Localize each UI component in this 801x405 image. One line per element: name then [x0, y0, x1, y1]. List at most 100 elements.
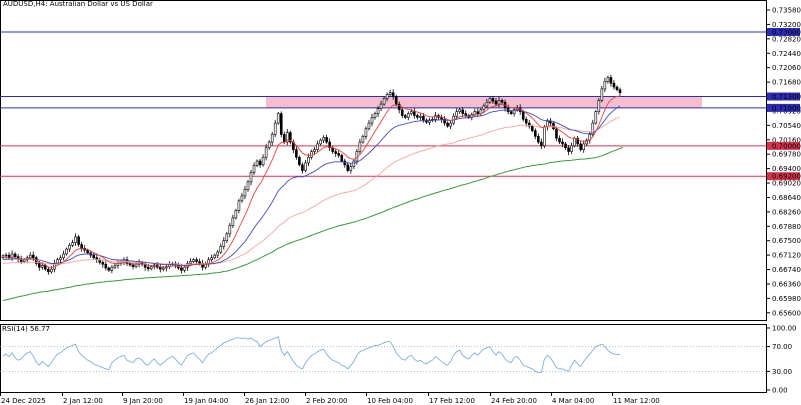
candle-body: [316, 143, 319, 150]
candle-body: [385, 94, 389, 99]
level-tag: [767, 103, 800, 112]
candle-body: [340, 155, 344, 162]
candle-body: [352, 160, 356, 168]
candle-body: [276, 113, 280, 124]
candle-body: [68, 244, 71, 250]
candle-body: [264, 147, 268, 158]
y-tick-label: 0.72440: [772, 50, 801, 58]
level-tag: [767, 92, 800, 101]
level-label: 0.69200: [772, 173, 801, 181]
y-tick-label: 0.70160: [772, 136, 801, 144]
x-tick-label: 24 Feb 20:00: [491, 397, 537, 405]
candle-body: [279, 113, 283, 135]
x-tick-label: 19 Jan 04:00: [184, 397, 228, 405]
candle-body: [416, 115, 419, 118]
ema-long-line: [2, 146, 624, 302]
x-tick-label: 2 Feb 20:00: [306, 397, 347, 405]
level-tag: [767, 28, 800, 37]
candle-body: [261, 156, 265, 166]
level-tag: [767, 141, 800, 150]
price-panel-frame: [0, 0, 767, 321]
candle-body: [71, 242, 74, 246]
candle-body: [355, 151, 359, 162]
candle-body: [146, 266, 150, 270]
candle-body: [286, 132, 289, 143]
candle-body: [497, 100, 501, 105]
candle-body: [307, 156, 310, 164]
candle-body: [343, 160, 347, 166]
candle-body: [530, 125, 534, 131]
candle-body: [322, 137, 325, 141]
chart-title: AUDUSD,H4: Australian Dollar vs US Dolla…: [3, 0, 153, 8]
candle-body: [113, 265, 117, 268]
candle-body: [476, 111, 480, 114]
candle-body: [219, 246, 223, 253]
candle-body: [603, 81, 607, 90]
candle-body: [104, 263, 108, 269]
candle-body: [161, 267, 165, 270]
candle-body: [295, 149, 298, 158]
level-label: 0.71000: [772, 104, 801, 112]
candle-body: [443, 118, 446, 124]
candle-body: [561, 141, 564, 145]
candle-body: [59, 257, 62, 260]
candle-body: [213, 254, 217, 259]
candle-body: [74, 236, 77, 243]
candle-body: [282, 134, 286, 143]
y-tick-label: 0.68640: [772, 194, 801, 202]
candle-body: [591, 122, 595, 135]
candle-body: [267, 141, 271, 149]
ema-slow-line: [2, 116, 621, 265]
level-label: 0.73000: [772, 29, 801, 37]
candle-body: [576, 137, 579, 145]
candle-body: [41, 265, 44, 268]
y-tick-label: 0.69400: [772, 165, 801, 173]
candle-body: [231, 217, 235, 226]
candle-body: [567, 147, 570, 152]
candle-body: [337, 153, 341, 156]
candle-body: [192, 259, 195, 262]
ema-fast-line: [2, 95, 621, 269]
candle-body: [485, 101, 489, 107]
candle-body: [1, 255, 5, 258]
candle-body: [158, 266, 162, 270]
candle-body: [207, 259, 210, 264]
candle-body: [406, 113, 410, 118]
rsi-tick-label: 100.00: [772, 325, 797, 333]
y-tick-label: 0.69020: [772, 180, 801, 188]
candle-body: [234, 210, 238, 219]
candle-body: [77, 236, 80, 245]
y-tick-label: 0.65600: [772, 309, 801, 317]
candle-body: [225, 233, 229, 241]
level-label: 0.71300: [772, 93, 801, 101]
symbol-label: AUDUSD,H4:: [3, 0, 48, 8]
candle-body: [494, 100, 498, 105]
candle-body: [367, 122, 371, 130]
candle-body: [237, 200, 241, 211]
candle-body: [31, 254, 35, 259]
candle-body: [195, 259, 198, 262]
x-tick-label: 24 Dec 2025: [1, 397, 46, 405]
candle-body: [618, 89, 622, 94]
y-tick-label: 0.66360: [772, 280, 801, 288]
candle-body: [509, 111, 513, 114]
candle-body: [243, 189, 247, 197]
x-tick-label: 17 Feb 12:00: [429, 397, 475, 405]
candle-body: [149, 266, 153, 270]
candle-body: [110, 266, 114, 271]
candle-body: [289, 132, 292, 143]
candle-body: [86, 249, 89, 254]
candle-body: [189, 261, 192, 264]
ema-mid-line: [2, 105, 621, 266]
candle-body: [334, 151, 337, 154]
candle-body: [7, 254, 11, 259]
candle-body: [558, 137, 561, 143]
candle-body: [606, 77, 610, 82]
symbol-description: Australian Dollar vs US Dollar: [49, 0, 153, 8]
y-tick-label: 0.73200: [772, 21, 801, 29]
resistance-zone: [266, 96, 702, 108]
candle-body: [370, 117, 374, 124]
candle-body: [455, 111, 458, 117]
candle-body: [298, 156, 301, 166]
candle-body: [549, 120, 552, 124]
